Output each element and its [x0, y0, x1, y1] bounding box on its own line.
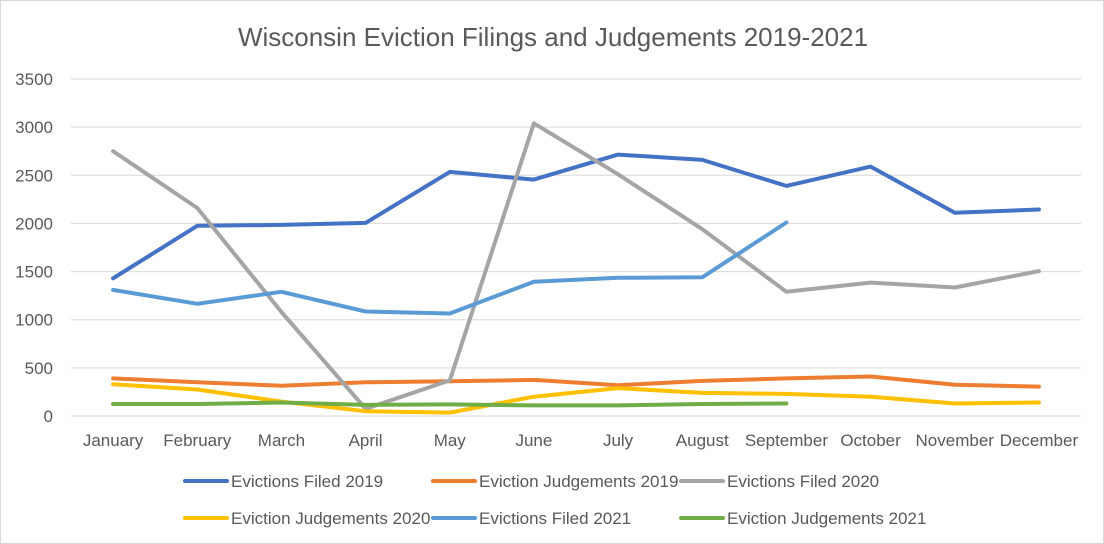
x-tick-label: March — [258, 431, 305, 450]
y-tick-label: 3500 — [15, 70, 53, 89]
y-tick-label: 0 — [44, 407, 53, 426]
legend-label: Evictions Filed 2019 — [231, 472, 383, 491]
x-axis-tick-labels: January February March April May June July Augu… — [83, 431, 1079, 450]
series-line-5 — [111, 220, 789, 316]
x-tick-label: October — [840, 431, 901, 450]
y-tick-label: 500 — [25, 359, 53, 378]
y-axis-tick-labels: 0 500 1000 1500 2000 2500 3000 3500 — [15, 70, 53, 426]
series-line-2 — [111, 374, 1041, 389]
y-tick-label: 1000 — [15, 311, 53, 330]
legend-item: Eviction Judgements 2021 — [679, 509, 926, 528]
x-tick-label: December — [1000, 431, 1079, 450]
x-tick-label: May — [434, 431, 467, 450]
x-tick-label: June — [515, 431, 552, 450]
series-lines — [111, 121, 1041, 415]
y-tick-label: 2500 — [15, 166, 53, 185]
legend: Evictions Filed 2019 Eviction Judgements … — [183, 472, 926, 528]
legend-item: Evictions Filed 2021 — [431, 509, 631, 528]
x-tick-label: January — [83, 431, 144, 450]
x-tick-label: April — [349, 431, 383, 450]
x-tick-label: August — [676, 431, 729, 450]
series-line-6 — [111, 400, 789, 408]
legend-item: Evictions Filed 2020 — [679, 472, 879, 491]
legend-label: Evictions Filed 2020 — [727, 472, 879, 491]
x-tick-label: February — [163, 431, 232, 450]
y-tick-label: 2000 — [15, 214, 53, 233]
x-tick-label: July — [603, 431, 634, 450]
y-tick-label: 3000 — [15, 118, 53, 137]
series-line-4 — [111, 382, 1041, 415]
legend-label: Eviction Judgements 2019 — [479, 472, 678, 491]
legend-item: Eviction Judgements 2019 — [431, 472, 678, 491]
x-tick-label: September — [745, 431, 828, 450]
chart-title: Wisconsin Eviction Filings and Judgement… — [238, 22, 868, 52]
legend-label: Evictions Filed 2021 — [479, 509, 631, 528]
series-line-1 — [111, 152, 1041, 281]
y-tick-label: 1500 — [15, 263, 53, 282]
legend-item: Eviction Judgements 2020 — [183, 509, 430, 528]
x-tick-label: November — [916, 431, 995, 450]
legend-item: Evictions Filed 2019 — [183, 472, 383, 491]
gridlines — [71, 78, 1081, 417]
legend-label: Eviction Judgements 2021 — [727, 509, 926, 528]
legend-label: Eviction Judgements 2020 — [231, 509, 430, 528]
